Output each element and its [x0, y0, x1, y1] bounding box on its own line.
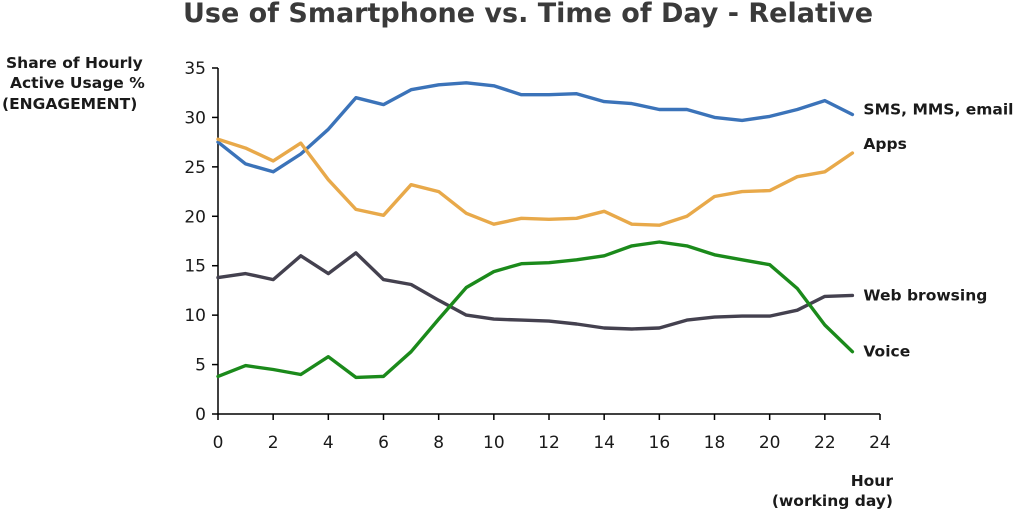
y-tick-label: 35 [184, 59, 206, 79]
x-tick-label: 0 [213, 433, 224, 453]
y-tick-label: 25 [184, 158, 206, 178]
series-lines [216, 81, 855, 380]
x-tick-label: 22 [814, 433, 836, 453]
x-tick-label: 8 [433, 433, 444, 453]
series-line-apps [216, 137, 855, 227]
x-axis-label-line-2: (working day) [772, 492, 893, 510]
chart-title: Use of Smartphone vs. Time of Day - Rela… [183, 0, 873, 29]
x-tick-label: 16 [649, 433, 671, 453]
series-line-web-browsing [216, 251, 855, 331]
series-label-sms-mms-email: SMS, MMS, email [863, 100, 1013, 118]
x-tick-label: 4 [323, 433, 334, 453]
y-tick-label: 20 [184, 207, 206, 227]
x-tick-label: 14 [593, 433, 615, 453]
y-axis-ticks: 0 5 10 15 20 25 30 35 [184, 59, 218, 425]
y-tick-label: 15 [184, 257, 206, 277]
y-axis-label-line-3: (ENGAGEMENT) [2, 95, 137, 113]
y-axis-label-line-2: Active Usage % [10, 74, 145, 92]
x-tick-label: 12 [538, 433, 560, 453]
x-axis-ticks: 0 2 4 6 8 10 12 14 16 18 20 22 24 [213, 414, 891, 453]
x-tick-label: 20 [759, 433, 781, 453]
series-line-voice [216, 240, 855, 380]
series-label-apps: Apps [863, 135, 906, 153]
series-labels: SMS, MMS, email Apps Web browsing Voice [863, 100, 1013, 360]
series-label-web-browsing: Web browsing [863, 286, 987, 304]
y-tick-label: 5 [195, 356, 206, 376]
x-tick-label: 6 [378, 433, 389, 453]
x-tick-label: 24 [869, 433, 891, 453]
x-axis-label-line-1: Hour [851, 472, 894, 490]
x-tick-label: 2 [268, 433, 279, 453]
y-tick-label: 0 [195, 405, 206, 425]
series-line-sms-mms-email [216, 81, 855, 174]
y-axis-label-line-1: Share of Hourly [6, 54, 143, 72]
y-tick-label: 10 [184, 306, 206, 326]
x-tick-label: 18 [704, 433, 726, 453]
series-label-voice: Voice [863, 343, 910, 361]
y-tick-label: 30 [184, 108, 206, 128]
x-tick-label: 10 [483, 433, 505, 453]
